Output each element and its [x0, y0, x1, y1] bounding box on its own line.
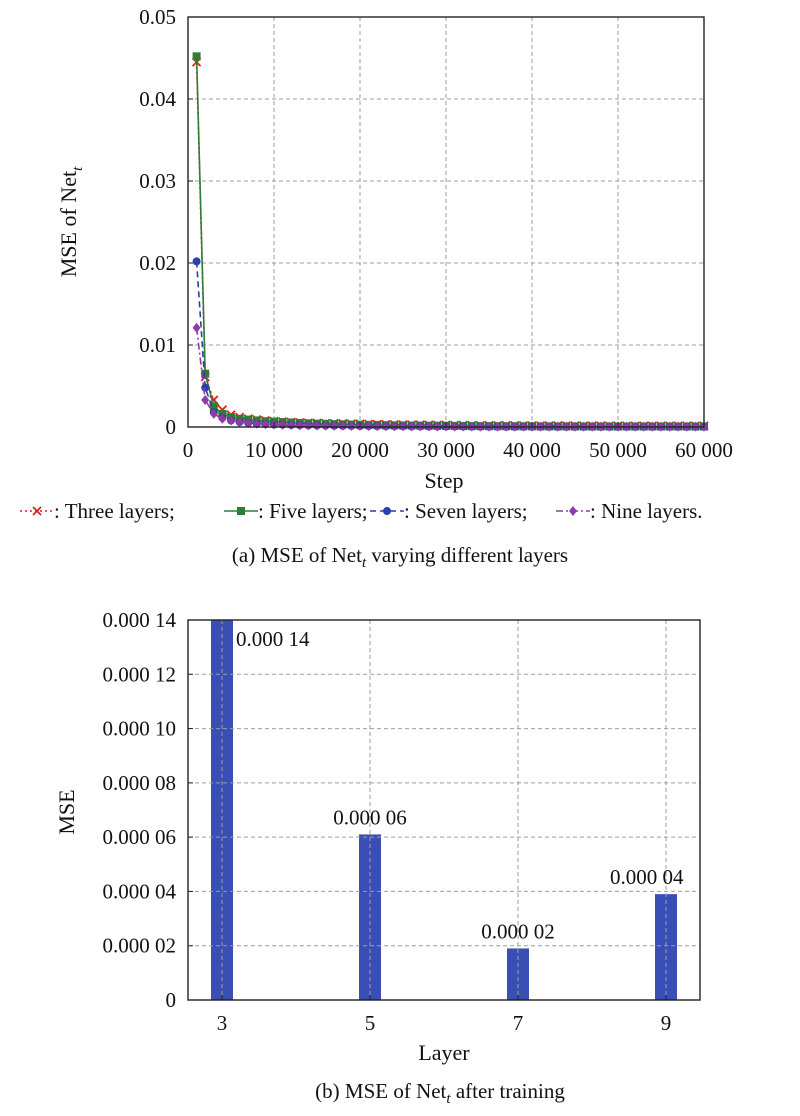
legend-marker: [383, 507, 391, 515]
y-tick-label: 0.000 10: [103, 717, 177, 741]
data-point: [330, 420, 339, 431]
x-tick-label: 3: [217, 1011, 228, 1035]
y-tick-label: 0.000 12: [103, 662, 177, 686]
x-tick-label: 5: [365, 1011, 376, 1035]
data-point: [192, 52, 201, 61]
data-point: [304, 420, 313, 431]
series-line: [195, 56, 704, 428]
x-axis-label-a: Step: [424, 468, 463, 493]
y-tick-label: 0.000 08: [103, 771, 177, 795]
legend-entry-seven-layers: : Seven layers;: [370, 499, 528, 523]
series-line: [195, 261, 704, 428]
y-tick-label: 0.04: [139, 87, 176, 111]
y-tick-label: 0.01: [139, 333, 176, 357]
legend-a: : Three layers; : Five layers; : Seven lay…: [20, 499, 703, 523]
bar-layer-7: [507, 948, 529, 1000]
bar-chart-mse-vs-layer: 3 5 7 9 0 0.000 02 0.000 04 0.000 06 0.000 08 0.…: [54, 608, 701, 1107]
series-three-layers: [191, 57, 709, 431]
legend-label: : Nine layers.: [590, 499, 703, 523]
legend-marker: [237, 507, 245, 515]
legend-marker: [569, 506, 577, 516]
data-point: [321, 420, 330, 431]
legend-label: : Five layers;: [258, 499, 368, 523]
legend-entry-five-layers: : Five layers;: [224, 499, 368, 523]
data-point: [192, 257, 201, 266]
legend-label: : Seven layers;: [404, 499, 528, 523]
data-point: [338, 420, 347, 431]
data-point: [227, 415, 235, 426]
legend-label: : Three layers;: [54, 499, 175, 523]
data-point: [373, 421, 382, 432]
data-label-layer-7: 0.000 02: [481, 919, 555, 943]
y-tick-label: 0.05: [139, 5, 176, 29]
x-tick-label: 60 000: [675, 438, 733, 462]
y-axis-label-b: MSE: [54, 789, 79, 834]
series-five-layers: [192, 52, 708, 431]
series-line: [195, 327, 704, 428]
x-tick-label: 0: [183, 438, 194, 462]
data-point: [313, 420, 321, 431]
grid-a: [188, 17, 704, 427]
data-point: [244, 417, 253, 428]
y-tick-label: 0.000 06: [103, 825, 177, 849]
data-label-layer-9: 0.000 04: [610, 865, 684, 889]
y-tick-label: 0: [166, 415, 177, 439]
caption-b: (b) MSE of Nett after training: [315, 1079, 565, 1107]
data-point: [192, 322, 201, 333]
data-point: [201, 394, 210, 405]
grid-b: [188, 620, 700, 1000]
series-seven-layers: [192, 257, 708, 431]
data-label-layer-5: 0.000 06: [333, 805, 407, 829]
x-tick-label: 40 000: [503, 438, 561, 462]
data-point: [209, 408, 218, 419]
x-axis-label-b: Layer: [418, 1040, 470, 1065]
data-point: [252, 418, 261, 429]
y-tick-label: 0.02: [139, 251, 176, 275]
x-ticks-b: 3 5 7 9: [217, 995, 672, 1035]
legend-entry-nine-layers: : Nine layers.: [556, 499, 703, 523]
x-tick-label: 30 000: [417, 438, 475, 462]
series-line: [195, 62, 704, 427]
data-point: [209, 402, 218, 411]
legend-marker: [32, 506, 42, 516]
legend-entry-three-layers: : Three layers;: [20, 499, 175, 523]
series-nine-layers: [192, 322, 708, 432]
x-tick-label: 9: [661, 1011, 672, 1035]
data-point: [218, 413, 227, 424]
y-tick-label: 0: [166, 988, 177, 1012]
bar-layer-9: [655, 894, 677, 1000]
y-tick-label: 0.000 02: [103, 934, 177, 958]
data-point: [347, 420, 356, 431]
x-tick-label: 50 000: [589, 438, 647, 462]
y-tick-label: 0.000 04: [103, 879, 177, 903]
data-point: [381, 421, 390, 432]
plot-frame-b: [187, 619, 701, 1001]
data-point: [235, 417, 244, 428]
data-point: [201, 383, 210, 392]
caption-a: (a) MSE of Nett varying different layers: [232, 543, 568, 571]
y-ticks-a: 0 0.01 0.02 0.03 0.04 0.05: [139, 5, 193, 439]
y-tick-label: 0.000 14: [103, 608, 177, 632]
data-point: [364, 421, 373, 432]
x-tick-label: 20 000: [331, 438, 389, 462]
data-labels-b: 0.000 14 0.000 06 0.000 02 0.000 04: [236, 627, 684, 943]
y-axis-label-a: MSE of Nett: [56, 166, 86, 277]
line-chart-mse-vs-step: 0 10 000 20 000 30 000 40 000 50 000 60 000 00…: [20, 5, 733, 571]
x-tick-label: 10 000: [245, 438, 303, 462]
x-tick-label: 7: [513, 1011, 524, 1035]
y-ticks-b: 0 0.000 02 0.000 04 0.000 06 0.000 08 0.000 1…: [103, 608, 193, 1012]
data-point: [201, 369, 210, 378]
series-a: [191, 52, 709, 432]
data-point: [390, 421, 399, 432]
y-tick-label: 0.03: [139, 169, 176, 193]
bars-b: [211, 620, 677, 1000]
data-point: [399, 421, 407, 432]
data-label-layer-3: 0.000 14: [236, 627, 310, 651]
x-ticks-a: 0 10 000 20 000 30 000 40 000 50 000 60 000: [183, 422, 733, 462]
